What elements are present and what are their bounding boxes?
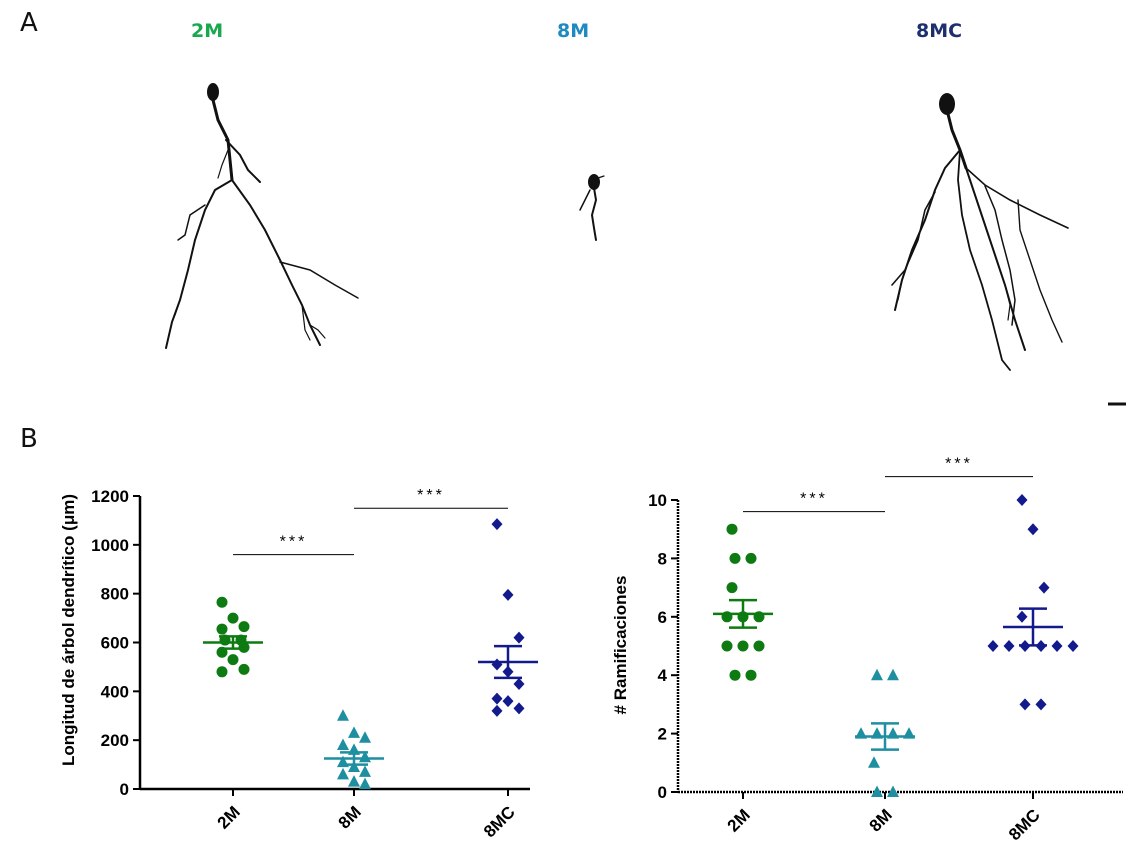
neuron-8m [579, 174, 605, 241]
data-point-circle [726, 523, 738, 535]
chart-mean-sem [713, 598, 1063, 751]
data-point-circle [227, 612, 239, 624]
data-point-diamond [513, 631, 525, 644]
data-point-triangle [359, 765, 371, 777]
significance-label: *** [417, 487, 445, 504]
data-point-diamond [491, 518, 503, 531]
data-point-circle [729, 552, 741, 564]
data-point-diamond [987, 640, 999, 652]
neuron-8mc [891, 93, 1069, 371]
data-point-diamond [1016, 494, 1028, 506]
data-point-diamond [1051, 640, 1063, 652]
data-point-triangle [348, 775, 360, 787]
data-point-circle [238, 663, 250, 675]
data-point-diamond [491, 704, 503, 717]
data-point-diamond [1038, 581, 1050, 594]
data-point-diamond [1027, 523, 1039, 536]
chart-axes [138, 496, 530, 791]
y-tick-label: 400 [101, 682, 129, 701]
data-point-diamond [491, 658, 503, 671]
data-point-triangle [337, 767, 349, 780]
data-point-diamond [513, 702, 525, 715]
significance-label: *** [800, 491, 828, 508]
data-point-diamond [502, 695, 514, 708]
chart-significance: *** *** [233, 487, 508, 556]
x-tick-label: 8MC [480, 802, 519, 841]
significance-label: *** [945, 456, 973, 473]
data-point-diamond [491, 692, 503, 705]
chart-x-tick-labels: 2M 8M 8MC [214, 802, 519, 841]
data-point-diamond [1019, 698, 1031, 711]
chart-points [216, 518, 525, 790]
chart-dendritic-length: 0 200 400 600 800 1000 1200 2M 8M 8MC *** *** Lon… [59, 487, 538, 841]
y-tick-label: 1200 [91, 487, 129, 506]
data-point-circle [753, 640, 765, 652]
data-point-triangle [337, 709, 349, 721]
chart-significance: *** *** [743, 456, 1033, 513]
data-point-triangle [887, 668, 899, 681]
y-tick-label: 200 [101, 731, 129, 750]
data-point-circle [238, 621, 250, 633]
y-tick-label: 8 [658, 549, 667, 568]
data-point-circle [216, 623, 228, 635]
chart-y-ticks: 0 2 4 6 8 10 [648, 491, 1034, 802]
chart-axes [676, 500, 1123, 794]
chart-x-tick-labels: 2M 8M 8MC [724, 805, 1044, 844]
x-tick-label: 8MC [1005, 805, 1044, 844]
chart-y-ticks: 0 200 400 600 800 1000 1200 [91, 487, 509, 799]
data-point-circle [726, 582, 738, 594]
panel-letter-b: B [20, 424, 38, 454]
y-tick-label: 2 [658, 725, 667, 744]
data-point-triangle [337, 738, 349, 751]
data-point-circle [745, 669, 757, 681]
chart-branches: 0 2 4 6 8 10 2M 8M 8MC *** *** # Ramificaciones [611, 456, 1123, 844]
data-point-circle [227, 654, 239, 666]
y-tick-label: 600 [101, 634, 129, 653]
condition-label-8m: 8M [557, 20, 590, 42]
x-tick-label: 2M [724, 805, 754, 835]
x-tick-label: 8M [866, 805, 896, 835]
data-point-circle [745, 552, 757, 564]
data-point-diamond [1067, 640, 1079, 652]
y-axis-label: Longitud de árbol dendrítico (μm) [59, 494, 78, 766]
condition-label-8mc: 8MC [916, 20, 963, 42]
data-point-circle [721, 640, 733, 652]
y-tick-label: 0 [658, 783, 667, 802]
data-point-circle [737, 640, 749, 652]
data-point-circle [729, 669, 741, 681]
data-point-diamond [1035, 698, 1047, 711]
y-tick-label: 800 [101, 585, 129, 604]
significance-label: *** [280, 534, 308, 551]
y-tick-label: 6 [658, 608, 667, 627]
data-point-triangle [871, 668, 883, 681]
data-point-triangle [868, 756, 880, 768]
condition-label-2m: 2M [191, 20, 224, 42]
data-point-triangle [359, 777, 371, 790]
data-point-diamond [1016, 610, 1028, 623]
x-tick-label: 8M [335, 802, 365, 832]
neuron-2m [165, 83, 359, 349]
neuron-images [165, 83, 1126, 406]
data-point-diamond [1003, 640, 1015, 652]
chart-mean-sem [203, 635, 538, 766]
y-tick-label: 1000 [91, 536, 129, 555]
data-point-triangle [887, 785, 899, 797]
data-point-triangle [871, 785, 883, 797]
data-point-triangle [348, 726, 360, 738]
y-tick-label: 0 [120, 780, 129, 799]
data-point-triangle [359, 731, 371, 743]
x-tick-label: 2M [214, 802, 244, 832]
y-tick-label: 10 [648, 491, 667, 510]
data-point-diamond [502, 588, 514, 601]
panel-letter-a: A [20, 8, 38, 38]
y-axis-label: # Ramificaciones [611, 576, 630, 715]
data-point-circle [216, 666, 228, 678]
data-point-triangle [348, 760, 360, 773]
data-point-circle [216, 596, 228, 608]
data-point-diamond [513, 678, 525, 691]
y-tick-label: 4 [658, 666, 668, 685]
